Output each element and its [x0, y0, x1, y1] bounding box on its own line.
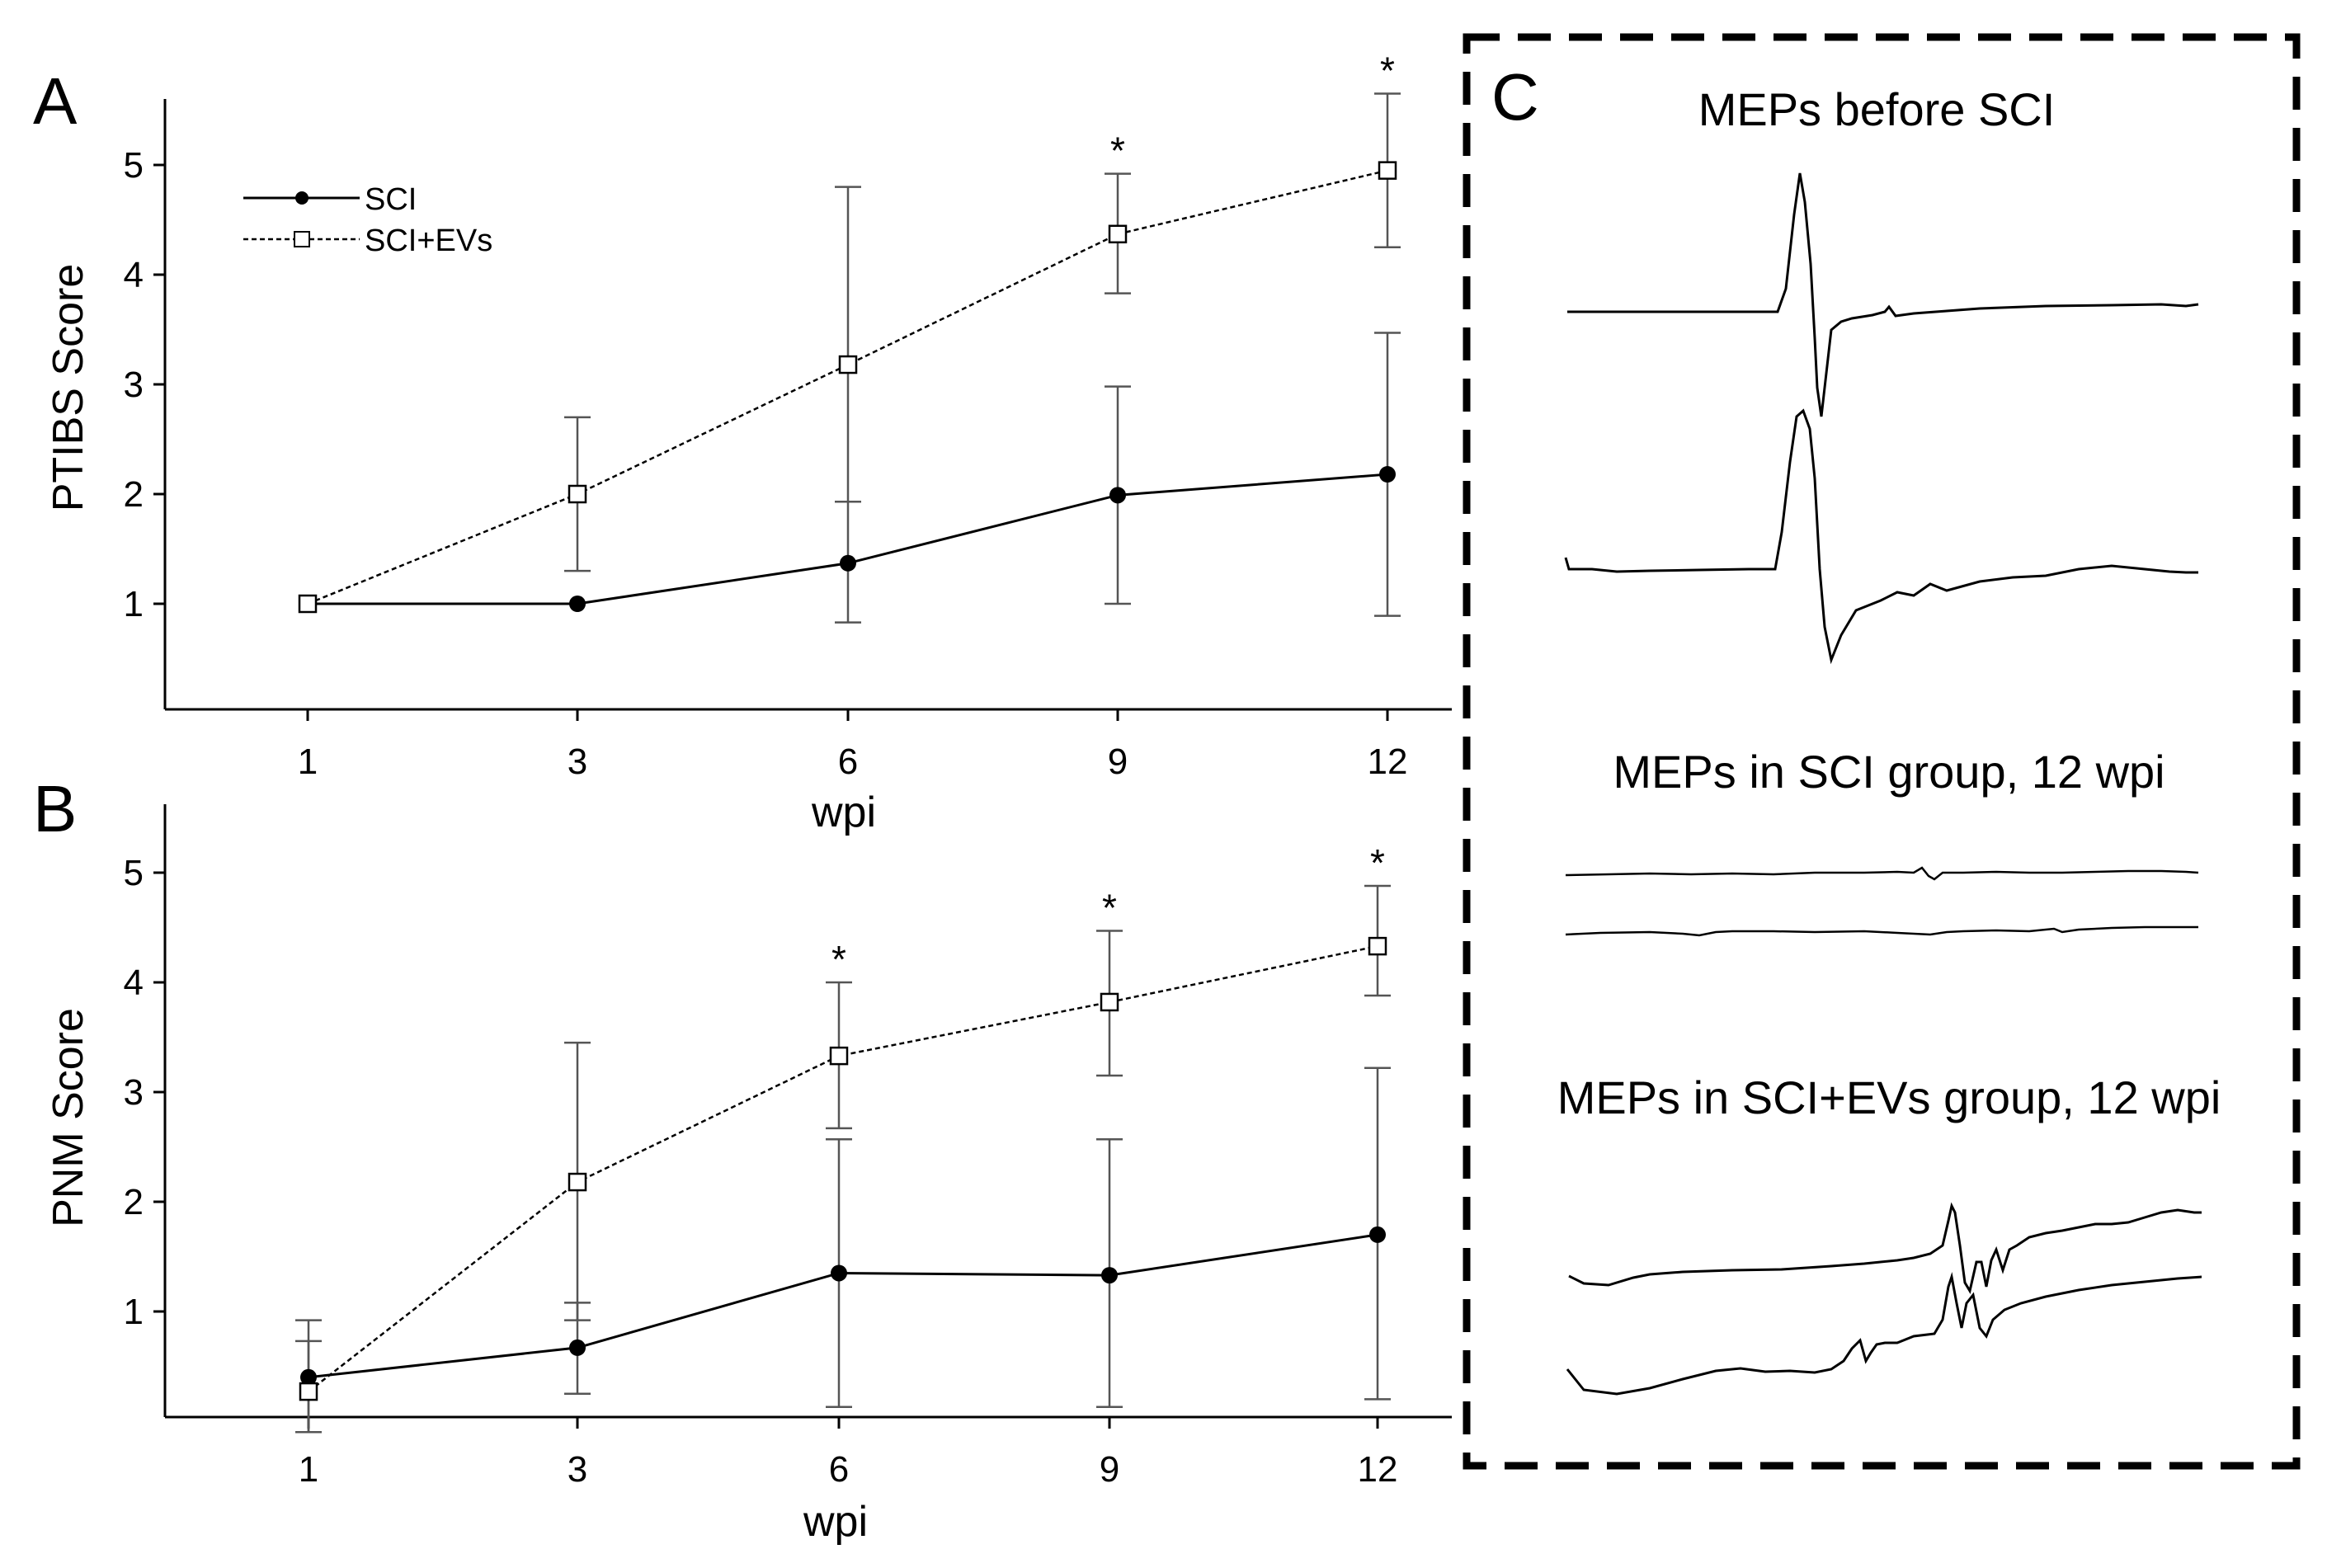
mep-panel-frame — [1463, 33, 2301, 1470]
x-axis-title-b: wpi — [803, 1498, 868, 1546]
data-point-sci-evs — [568, 484, 587, 504]
legend-label-sci: SCI — [365, 182, 417, 217]
x-tick-label: 3 — [568, 742, 587, 782]
panel-label-c: C — [1491, 60, 1539, 134]
data-point-sci-evs — [298, 594, 318, 614]
data-point-sci-evs — [1378, 161, 1397, 180]
data-point-sci-evs — [1100, 992, 1119, 1012]
data-point-sci-evs — [1368, 936, 1387, 956]
y-axis-title-b: PNM Score — [45, 1008, 92, 1227]
y-tick-label: 3 — [124, 365, 144, 405]
mep-panel: MEPs before SCI MEPs in SCI group, 12 wp… — [1463, 33, 2301, 1470]
x-tick-label: 1 — [299, 1449, 318, 1490]
data-point-sci — [831, 1264, 847, 1282]
data-point-sci-evs — [838, 355, 858, 374]
significance-star: * — [1380, 49, 1395, 92]
x-tick-label: 3 — [568, 1449, 587, 1490]
y-tick-label: 4 — [124, 963, 144, 1003]
data-point-sci — [1379, 466, 1396, 483]
significance-star: * — [1102, 886, 1117, 929]
y-tick-label: 5 — [124, 145, 144, 186]
mep-caption-sci-evs-group: MEPs in SCI+EVs group, 12 wpi — [1557, 1071, 2221, 1123]
legend-marker-sci — [295, 191, 309, 205]
x-tick-label: 1 — [298, 742, 318, 782]
legend-label-sci-evs: SCI+EVs — [365, 224, 492, 258]
y-tick-label: 1 — [124, 1292, 144, 1332]
data-point-sci-evs — [568, 1172, 587, 1192]
significance-star: * — [1370, 841, 1385, 884]
y-axis-title-a: PTIBS Score — [45, 264, 92, 512]
y-tick-label: 3 — [124, 1072, 144, 1113]
data-point-sci — [569, 1339, 586, 1356]
series-line-sci-evs — [308, 944, 1378, 1393]
mep-trace-evs-1 — [1568, 1202, 2202, 1294]
x-tick-label: 6 — [829, 1449, 849, 1490]
legend: SCI SCI+EVs — [243, 182, 492, 258]
data-point-sci — [569, 596, 586, 612]
significance-star: * — [831, 938, 846, 981]
data-point-sci — [1109, 487, 1126, 504]
panel-label-b: B — [33, 772, 77, 845]
mep-trace-sci-2 — [1565, 925, 2198, 937]
legend-marker-sci-evs — [294, 231, 310, 247]
series-line-sci-evs — [307, 169, 1388, 605]
data-point-sci-evs — [299, 1382, 318, 1401]
mep-trace-before-1 — [1567, 172, 2199, 417]
y-tick-label: 1 — [124, 584, 144, 624]
mep-trace-before-2 — [1564, 408, 2198, 665]
x-tick-label: 6 — [838, 742, 858, 782]
x-tick-label: 9 — [1100, 1449, 1119, 1490]
data-point-sci — [840, 554, 856, 572]
y-tick-label: 5 — [124, 853, 144, 893]
data-point-sci-evs — [1108, 224, 1128, 244]
data-point-sci — [300, 1368, 317, 1386]
x-tick-label: 12 — [1358, 1449, 1398, 1490]
y-tick-label: 2 — [124, 1182, 144, 1222]
data-point-sci — [1369, 1226, 1386, 1243]
panel-label-a: A — [33, 64, 78, 138]
mep-trace-sci-1 — [1565, 866, 2199, 881]
mep-caption-sci-group: MEPs in SCI group, 12 wpi — [1613, 746, 2164, 798]
x-tick-label: 9 — [1108, 742, 1128, 782]
data-point-sci — [1101, 1267, 1118, 1284]
x-tick-label: 12 — [1368, 742, 1408, 782]
mep-caption-before-sci: MEPs before SCI — [1698, 83, 2056, 135]
y-tick-label: 2 — [124, 474, 144, 515]
significance-star: * — [1110, 129, 1125, 172]
data-point-sci-evs — [829, 1046, 849, 1066]
y-tick-label: 4 — [124, 255, 144, 295]
x-axis-title-a: wpi — [811, 789, 876, 836]
mep-trace-evs-2 — [1566, 1272, 2202, 1396]
series-line-sci — [308, 1233, 1378, 1379]
